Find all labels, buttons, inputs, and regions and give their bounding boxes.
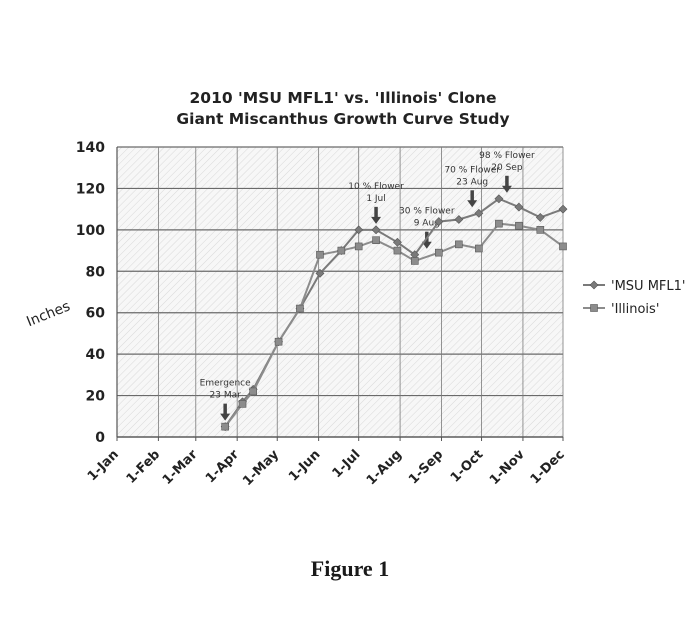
annotation-label-line: 9 Aug [414, 219, 440, 229]
data-point-square [475, 244, 483, 253]
figure-caption: Figure 1 [310, 556, 390, 581]
x-tick-label: 1-Feb [124, 447, 164, 487]
annotation-label-line: 23 Aug [456, 177, 488, 187]
annotation-label-line: Emergence [200, 379, 251, 389]
annotation-label-line: 98 % Flower [479, 151, 535, 161]
data-point-square [354, 242, 363, 251]
data-point-square [296, 304, 304, 313]
y-tick-label: 40 [86, 347, 106, 363]
data-point-square [337, 246, 346, 255]
data-point-square [435, 248, 443, 257]
annotations: Emergence 23 Mar 10 % Flower 1 Jul 30 % Flow… [200, 151, 535, 421]
chart-title-line-2: Giant Miscanthus Growth Curve Study [176, 110, 509, 128]
flower-annotation: 70 % Flower 23 Aug [444, 165, 500, 208]
x-tick-label: 1-Mar [160, 447, 201, 488]
data-point-diamond [514, 202, 524, 212]
flower-annotation: Emergence 23 Mar [200, 379, 251, 421]
plot-area [117, 147, 563, 437]
data-point-diamond [494, 194, 504, 204]
x-tick-label: 1-Jul [330, 447, 364, 481]
data-point-square [238, 400, 247, 408]
data-point-diamond [535, 213, 545, 222]
y-tick-label: 20 [86, 389, 106, 405]
annotation-label-line: 70 % Flower [444, 165, 500, 175]
legend-label: 'MSU MFL1' [611, 279, 685, 294]
gridlines [116, 146, 564, 438]
data-point-square [536, 226, 545, 234]
data-point-square [410, 257, 419, 265]
x-tick-label: 1-Jun [286, 447, 323, 484]
data-point-square [559, 242, 567, 251]
data-point-diamond [558, 204, 568, 214]
data-point-square [455, 240, 463, 249]
legend-marker-square [590, 304, 598, 312]
x-tick-label: 1-Apr [203, 447, 242, 486]
chart-title-line-1: 2010 'MSU MFL1' vs. 'Illinois' Clone [190, 89, 497, 107]
legend-entry: 'Illinois' [583, 302, 659, 317]
x-tick-label: 1-Nov [487, 447, 528, 488]
data-point-square [221, 422, 229, 431]
legend-marker-diamond [589, 280, 599, 290]
data-point-diamond [315, 268, 325, 278]
data-point-square [372, 236, 380, 245]
x-tick-label: 1-May [240, 447, 282, 489]
annotation-arrow-head [371, 216, 382, 224]
y-tick-label: 100 [76, 223, 105, 239]
annotation-label-line: 23 Mar [210, 391, 242, 401]
y-tick-label: 120 [76, 181, 105, 197]
annotation-arrow-head [220, 413, 231, 421]
data-point-diamond [392, 237, 402, 247]
annotation-arrow-head [467, 200, 478, 208]
annotation-label-line: 1 Jul [366, 194, 385, 204]
annotation-label-line: 10 % Flower [348, 182, 404, 192]
series-illinois [221, 219, 567, 431]
data-point-diamond [354, 225, 364, 235]
y-axis-label: Inches [24, 298, 72, 330]
x-tick-label: 1-Oct [448, 447, 486, 485]
data-point-diamond [434, 217, 444, 226]
data-point-square [515, 221, 523, 230]
annotation-arrow-head [501, 185, 512, 193]
y-tick-label: 140 [76, 140, 105, 156]
series [220, 194, 568, 432]
data-point-square [393, 246, 402, 255]
data-point-diamond [371, 225, 381, 235]
annotation-label-line: 30 % Flower [399, 207, 455, 217]
data-point-diamond [474, 208, 484, 218]
flower-annotation: 10 % Flower 1 Jul [348, 182, 404, 224]
y-tick-label: 80 [86, 264, 106, 280]
x-tick-label: 1-Dec [528, 447, 568, 487]
y-tick-label: 0 [95, 430, 105, 446]
x-tick-label: 1-Jan [85, 447, 122, 484]
legend-entry: 'MSU MFL1' [583, 279, 685, 294]
flower-annotation: 98 % Flower 20 Sep [479, 151, 535, 193]
data-point-square [249, 387, 258, 396]
data-point-diamond [454, 215, 464, 224]
legend: 'MSU MFL1' 'Illinois' [583, 279, 685, 317]
y-tick-label: 60 [86, 306, 106, 322]
data-point-square [274, 337, 283, 346]
legend-label: 'Illinois' [611, 302, 659, 317]
annotation-arrow-head [421, 241, 432, 249]
x-tick-label: 1-Aug [364, 447, 405, 488]
data-point-square [316, 250, 324, 259]
annotation-label-line: 20 Sep [491, 163, 523, 173]
x-tick-label: 1-Sep [406, 447, 446, 487]
data-point-square [495, 219, 503, 228]
